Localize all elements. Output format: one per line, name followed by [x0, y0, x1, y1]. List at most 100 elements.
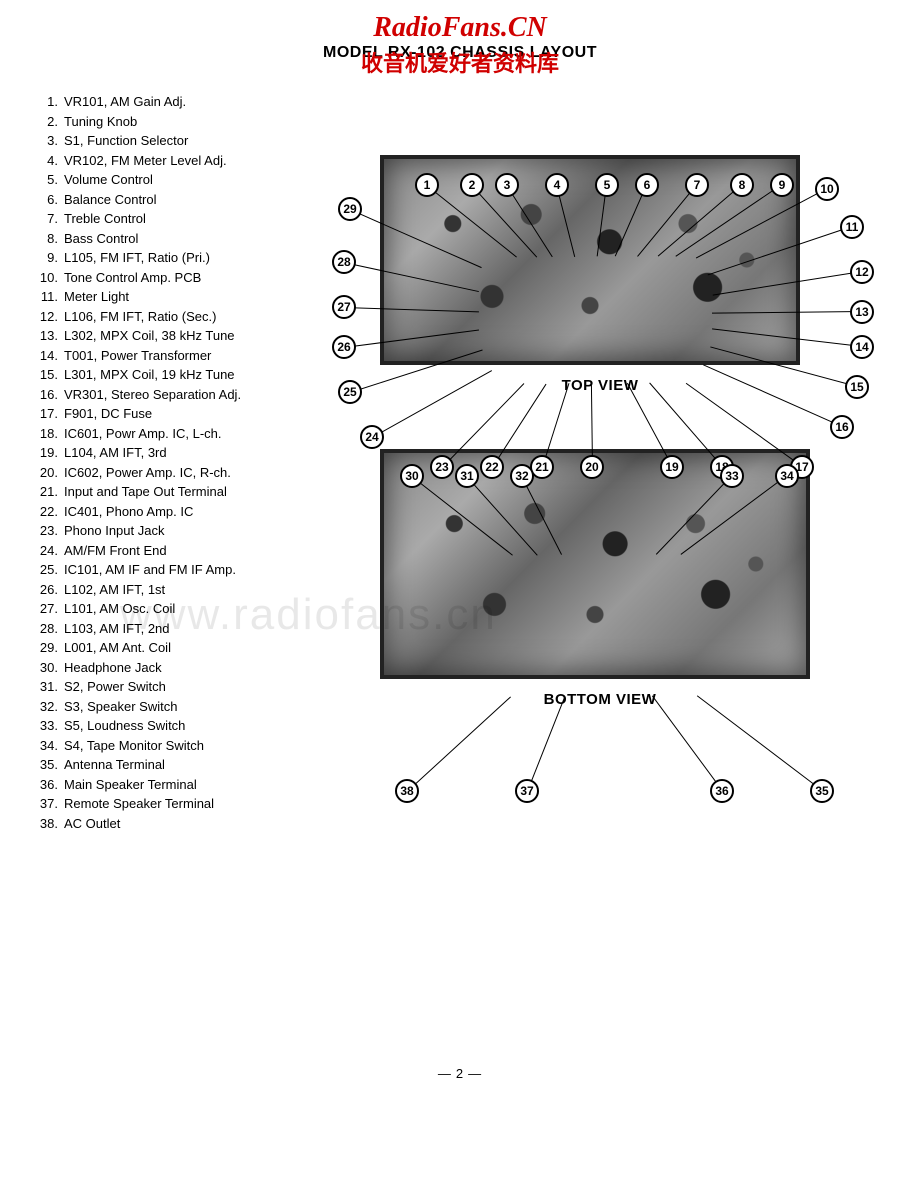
part-description: Tone Control Amp. PCB: [64, 268, 298, 288]
callout-bubble: 20: [580, 455, 604, 479]
parts-list-row: 34.S4, Tape Monitor Switch: [38, 736, 298, 756]
callout-bubble: 31: [455, 464, 479, 488]
part-description: L104, AM IFT, 3rd: [64, 443, 298, 463]
part-number: 21.: [38, 482, 64, 502]
part-number: 6.: [38, 190, 64, 210]
part-number: 15.: [38, 365, 64, 385]
part-number: 32.: [38, 697, 64, 717]
leader-line: [697, 696, 822, 791]
parts-list-row: 7.Treble Control: [38, 209, 298, 229]
parts-list-row: 10.Tone Control Amp. PCB: [38, 268, 298, 288]
part-number: 26.: [38, 580, 64, 600]
part-description: L001, AM Ant. Coil: [64, 638, 298, 658]
callout-bubble: 4: [545, 173, 569, 197]
parts-list-row: 22.IC401, Phono Amp. IC: [38, 502, 298, 522]
leader-line: [527, 696, 565, 791]
parts-list-row: 3.S1, Function Selector: [38, 131, 298, 151]
part-description: Headphone Jack: [64, 658, 298, 678]
part-number: 14.: [38, 346, 64, 366]
part-description: Input and Tape Out Terminal: [64, 482, 298, 502]
callout-bubble: 37: [515, 779, 539, 803]
parts-list-row: 15.L301, MPX Coil, 19 kHz Tune: [38, 365, 298, 385]
bottom-view-block: BOTTOM VIEW 303132333438373635: [320, 449, 880, 708]
callout-bubble: 3: [495, 173, 519, 197]
part-number: 3.: [38, 131, 64, 151]
parts-list-row: 21.Input and Tape Out Terminal: [38, 482, 298, 502]
leader-line: [652, 696, 723, 791]
parts-list: 1.VR101, AM Gain Adj.2.Tuning Knob3.S1, …: [38, 92, 298, 833]
parts-list-row: 20.IC602, Power Amp. IC, R-ch.: [38, 463, 298, 483]
part-description: Main Speaker Terminal: [64, 775, 298, 795]
part-number: 8.: [38, 229, 64, 249]
callout-bubble: 7: [685, 173, 709, 197]
part-description: L106, FM IFT, Ratio (Sec.): [64, 307, 298, 327]
part-description: F901, DC Fuse: [64, 404, 298, 424]
callout-bubble: 26: [332, 335, 356, 359]
page-number: 2: [0, 1066, 920, 1081]
callout-bubble: 15: [845, 375, 869, 399]
parts-list-row: 25.IC101, AM IF and FM IF Amp.: [38, 560, 298, 580]
part-number: 23.: [38, 521, 64, 541]
callout-bubble: 12: [850, 260, 874, 284]
part-description: Antenna Terminal: [64, 755, 298, 775]
part-number: 7.: [38, 209, 64, 229]
callout-bubble: 22: [480, 455, 504, 479]
part-number: 34.: [38, 736, 64, 756]
parts-list-row: 14.T001, Power Transformer: [38, 346, 298, 366]
part-number: 31.: [38, 677, 64, 697]
parts-list-row: 36.Main Speaker Terminal: [38, 775, 298, 795]
parts-list-row: 8.Bass Control: [38, 229, 298, 249]
part-number: 11.: [38, 287, 64, 307]
part-number: 24.: [38, 541, 64, 561]
parts-list-row: 9.L105, FM IFT, Ratio (Pri.): [38, 248, 298, 268]
callout-bubble: 16: [830, 415, 854, 439]
part-number: 38.: [38, 814, 64, 834]
parts-list-row: 38.AC Outlet: [38, 814, 298, 834]
part-number: 27.: [38, 599, 64, 619]
part-number: 13.: [38, 326, 64, 346]
callout-bubble: 27: [332, 295, 356, 319]
part-number: 37.: [38, 794, 64, 814]
callout-bubble: 1: [415, 173, 439, 197]
part-number: 2.: [38, 112, 64, 132]
parts-list-row: 30.Headphone Jack: [38, 658, 298, 678]
callout-bubble: 13: [850, 300, 874, 324]
diagram-area: TOP VIEW 1234567891029112812271326142515…: [320, 100, 880, 738]
parts-list-row: 18.IC601, Powr Amp. IC, L-ch.: [38, 424, 298, 444]
callout-bubble: 10: [815, 177, 839, 201]
parts-list-row: 11.Meter Light: [38, 287, 298, 307]
parts-list-row: 6.Balance Control: [38, 190, 298, 210]
parts-list-row: 28.L103, AM IFT, 2nd: [38, 619, 298, 639]
parts-list-row: 29.L001, AM Ant. Coil: [38, 638, 298, 658]
part-description: Remote Speaker Terminal: [64, 794, 298, 814]
bottom-view-label: BOTTOM VIEW: [320, 691, 880, 708]
part-description: L103, AM IFT, 2nd: [64, 619, 298, 639]
callout-bubble: 11: [840, 215, 864, 239]
parts-list-row: 1.VR101, AM Gain Adj.: [38, 92, 298, 112]
callout-bubble: 32: [510, 464, 534, 488]
part-description: L105, FM IFT, Ratio (Pri.): [64, 248, 298, 268]
callout-bubble: 38: [395, 779, 419, 803]
part-description: S3, Speaker Switch: [64, 697, 298, 717]
parts-list-row: 12.L106, FM IFT, Ratio (Sec.): [38, 307, 298, 327]
part-number: 29.: [38, 638, 64, 658]
callout-bubble: 24: [360, 425, 384, 449]
part-description: L101, AM Osc. Coil: [64, 599, 298, 619]
callout-bubble: 28: [332, 250, 356, 274]
callout-bubble: 33: [720, 464, 744, 488]
part-description: S5, Loudness Switch: [64, 716, 298, 736]
part-description: IC101, AM IF and FM IF Amp.: [64, 560, 298, 580]
watermark-top: RadioFans.CN: [0, 12, 920, 44]
parts-list-row: 2.Tuning Knob: [38, 112, 298, 132]
part-description: AC Outlet: [64, 814, 298, 834]
parts-list-row: 35.Antenna Terminal: [38, 755, 298, 775]
part-description: Phono Input Jack: [64, 521, 298, 541]
part-number: 4.: [38, 151, 64, 171]
part-description: Balance Control: [64, 190, 298, 210]
part-description: S4, Tape Monitor Switch: [64, 736, 298, 756]
leader-line: [703, 364, 842, 427]
parts-list-row: 33.S5, Loudness Switch: [38, 716, 298, 736]
parts-list-row: 13.L302, MPX Coil, 38 kHz Tune: [38, 326, 298, 346]
callout-bubble: 36: [710, 779, 734, 803]
parts-list-row: 5.Volume Control: [38, 170, 298, 190]
